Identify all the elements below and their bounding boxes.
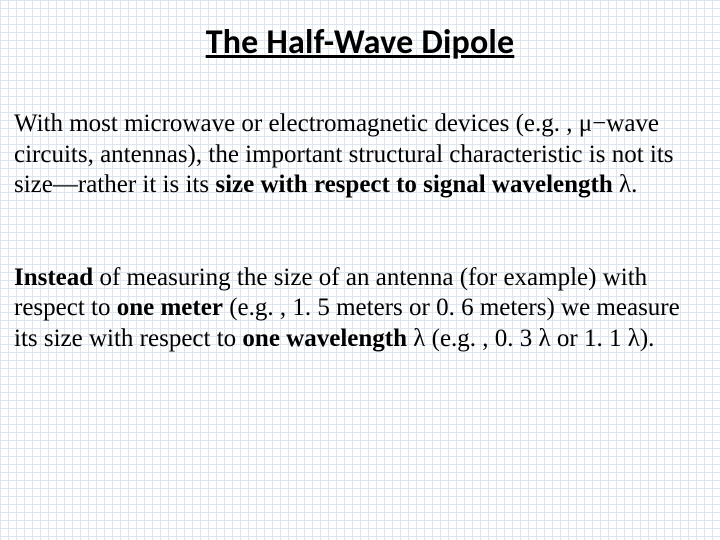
p2-text-3: λ (e.g. , 0. 3 λ or 1. 1 λ). [413, 325, 654, 352]
paragraph-1: With most microwave or electromagnetic d… [14, 109, 706, 201]
slide-title: The Half-Wave Dipole [14, 22, 706, 63]
p2-bold-1: Instead [14, 264, 93, 291]
p1-bold-1: size with respect to signal wavelength [215, 171, 619, 198]
slide: The Half-Wave Dipole With most microwave… [0, 0, 720, 540]
paragraph-2: Instead of measuring the size of an ante… [14, 263, 706, 355]
p1-text-2: λ. [619, 171, 637, 198]
p2-bold-3: one wavelength [242, 325, 413, 352]
p2-bold-2: one meter [117, 294, 223, 321]
